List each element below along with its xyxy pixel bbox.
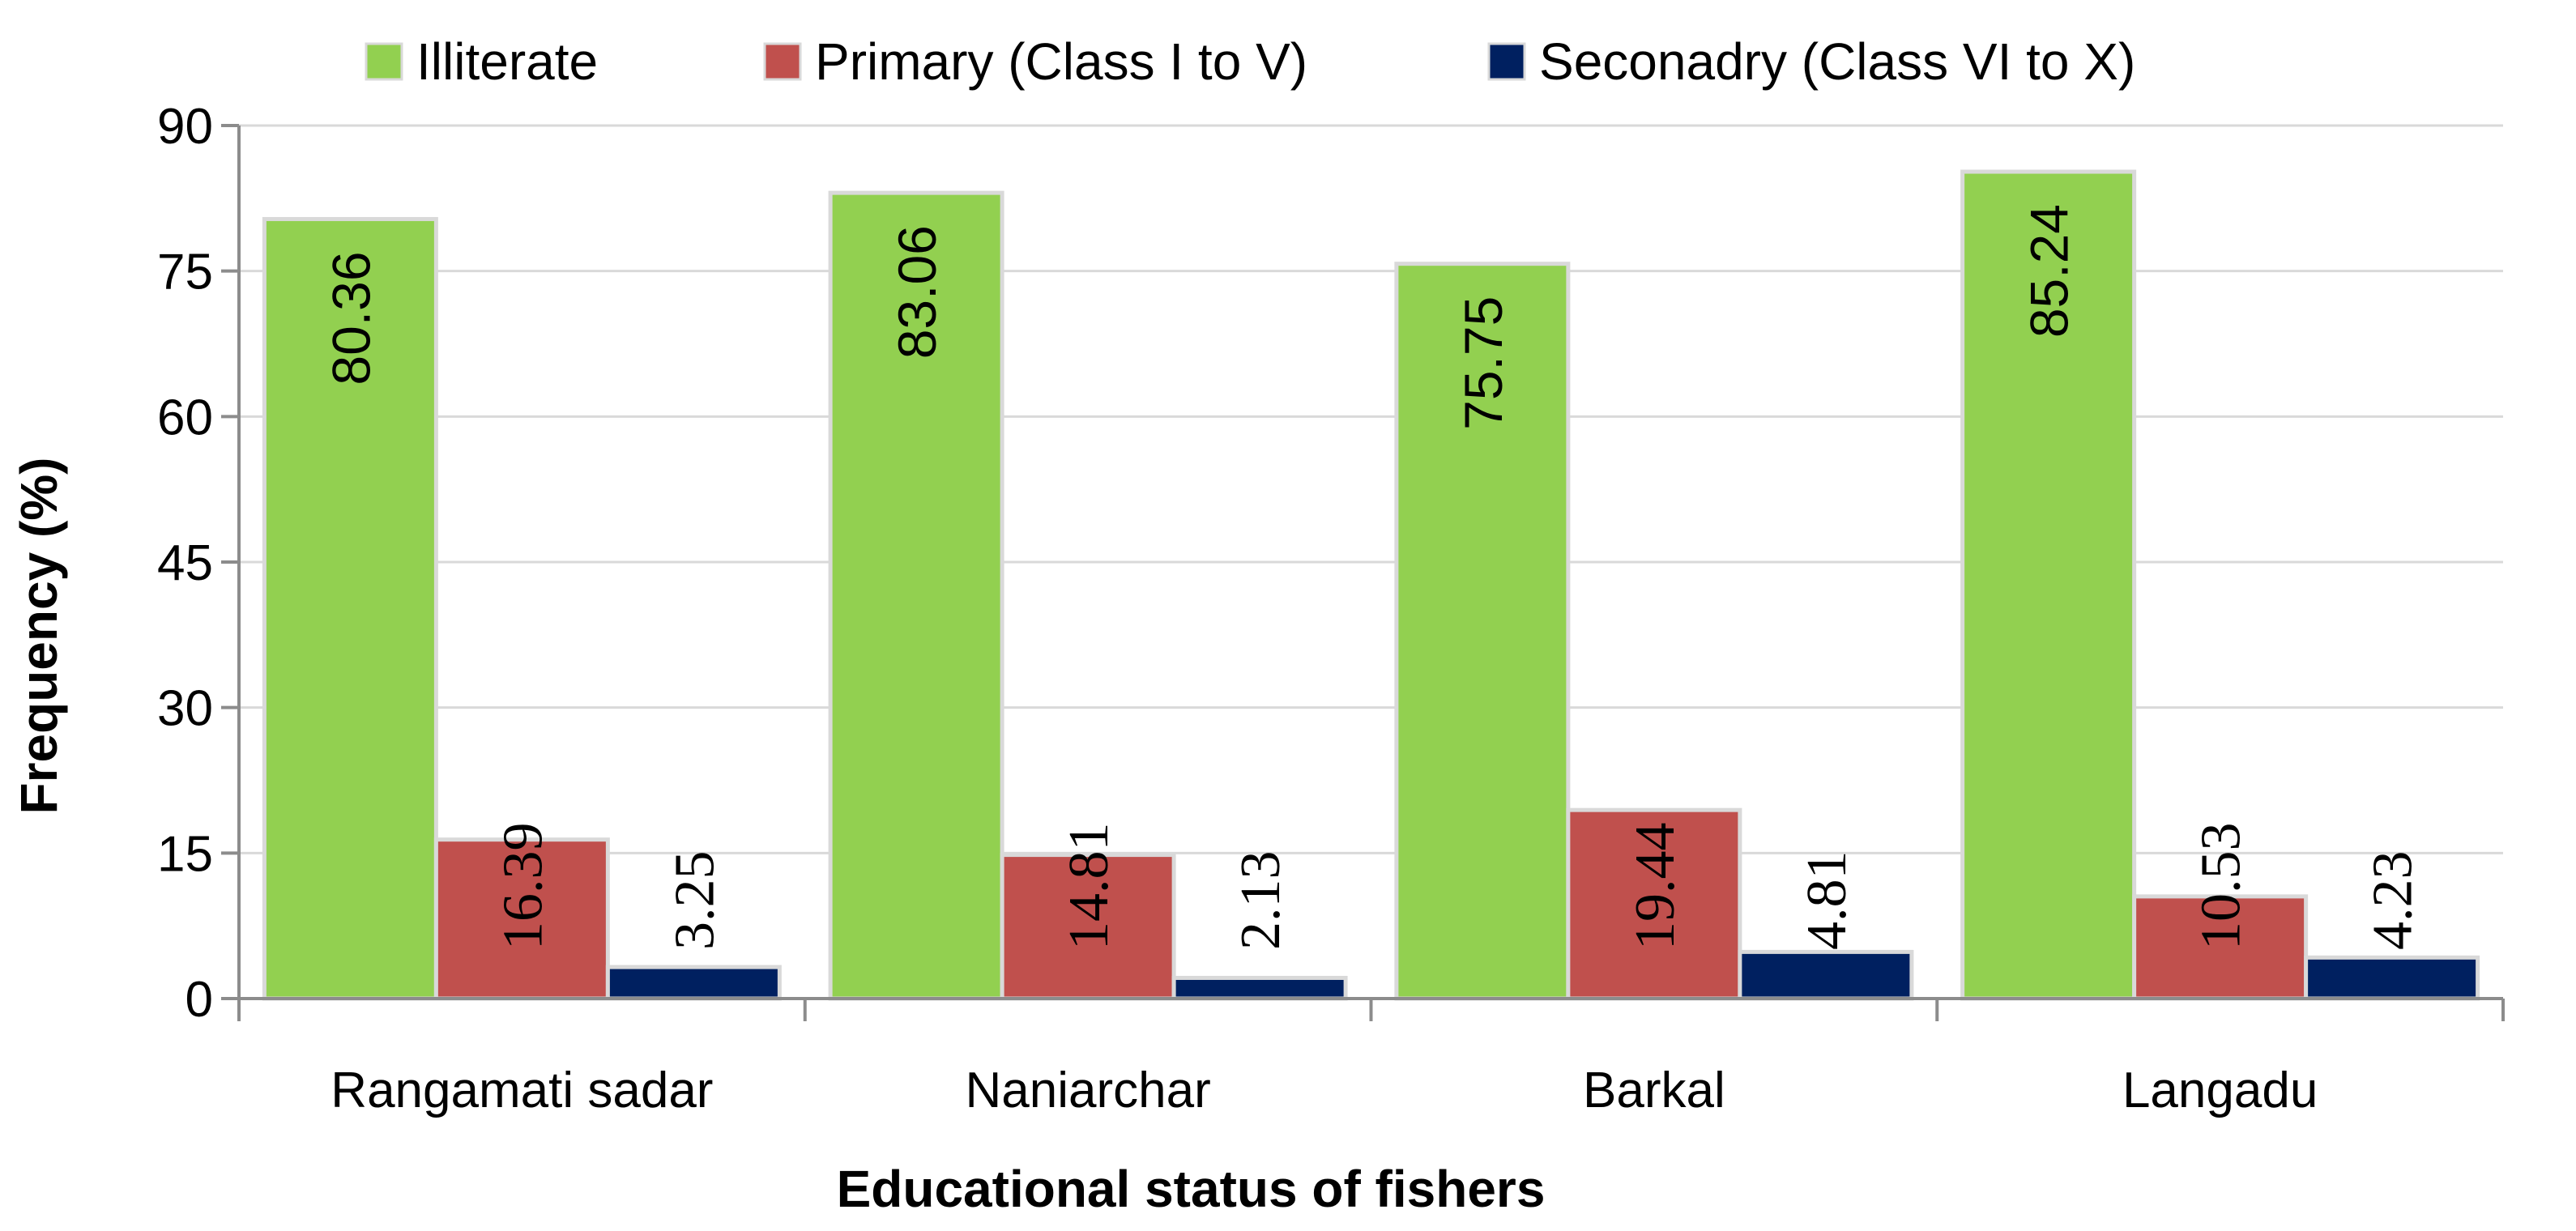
y-tick-label: 30 bbox=[157, 681, 213, 737]
x-tick-label: Langadu bbox=[2122, 1063, 2318, 1118]
legend-label: Primary (Class I to V) bbox=[815, 32, 1307, 91]
data-label: 4.81 bbox=[1796, 851, 1858, 951]
y-tick-label: 90 bbox=[157, 99, 213, 155]
data-label: 3.25 bbox=[663, 851, 726, 951]
legend: Illiterate Primary (Class I to V) Seconadr… bbox=[365, 32, 2135, 91]
y-tick-label: 0 bbox=[186, 972, 213, 1028]
data-labels: 80.36 83.06 75.75 85.24 16.39 14.81 19.44 10.53… bbox=[321, 204, 2424, 950]
bar bbox=[605, 965, 782, 1001]
y-tick-label: 75 bbox=[157, 245, 213, 300]
x-tick-label: Barkal bbox=[1583, 1063, 1725, 1118]
x-tick-label: Naniarchar bbox=[966, 1063, 1211, 1118]
bar bbox=[1566, 807, 1742, 1001]
data-label: 75.75 bbox=[1453, 296, 1513, 430]
legend-label: Illiterate bbox=[416, 32, 598, 91]
data-label: 4.23 bbox=[2362, 851, 2425, 951]
data-label: 83.06 bbox=[887, 225, 947, 359]
y-tick-label: 60 bbox=[157, 390, 213, 445]
bar bbox=[1171, 975, 1348, 1001]
bar bbox=[1960, 169, 2137, 1001]
legend-swatch bbox=[763, 42, 802, 81]
data-label: 80.36 bbox=[321, 251, 381, 385]
data-label: 16.39 bbox=[492, 823, 554, 951]
x-axis-title: Educational status of fishers bbox=[837, 1160, 1546, 1218]
legend-swatch bbox=[365, 42, 403, 81]
x-tick-labels: Rangamati sadar Naniarchar Barkal Langadu bbox=[331, 1063, 2318, 1118]
legend-swatch bbox=[1487, 42, 1526, 81]
data-label: 85.24 bbox=[2019, 204, 2079, 338]
bar bbox=[1738, 949, 1914, 1001]
x-tick-label: Rangamati sadar bbox=[331, 1063, 713, 1118]
bar bbox=[2132, 894, 2309, 1001]
bar bbox=[1394, 262, 1571, 1001]
bar bbox=[1000, 853, 1176, 1001]
y-tick-labels: 0 15 30 45 60 75 90 bbox=[157, 99, 213, 1028]
data-label: 14.81 bbox=[1058, 823, 1120, 951]
bar bbox=[828, 190, 1004, 1001]
axes bbox=[221, 124, 2505, 1021]
y-axis-title: Frequency (%) bbox=[10, 458, 68, 815]
data-label: 19.44 bbox=[1624, 823, 1687, 951]
legend-label: Seconadry (Class VI to X) bbox=[1539, 32, 2135, 91]
data-label: 10.53 bbox=[2190, 823, 2253, 951]
bars bbox=[262, 169, 2480, 1001]
data-label: 2.13 bbox=[1230, 851, 1292, 951]
bar bbox=[433, 837, 610, 1001]
y-tick-label: 15 bbox=[157, 826, 213, 882]
gridlines bbox=[239, 124, 2503, 854]
y-tick-label: 45 bbox=[157, 535, 213, 591]
bar bbox=[2304, 955, 2480, 1001]
